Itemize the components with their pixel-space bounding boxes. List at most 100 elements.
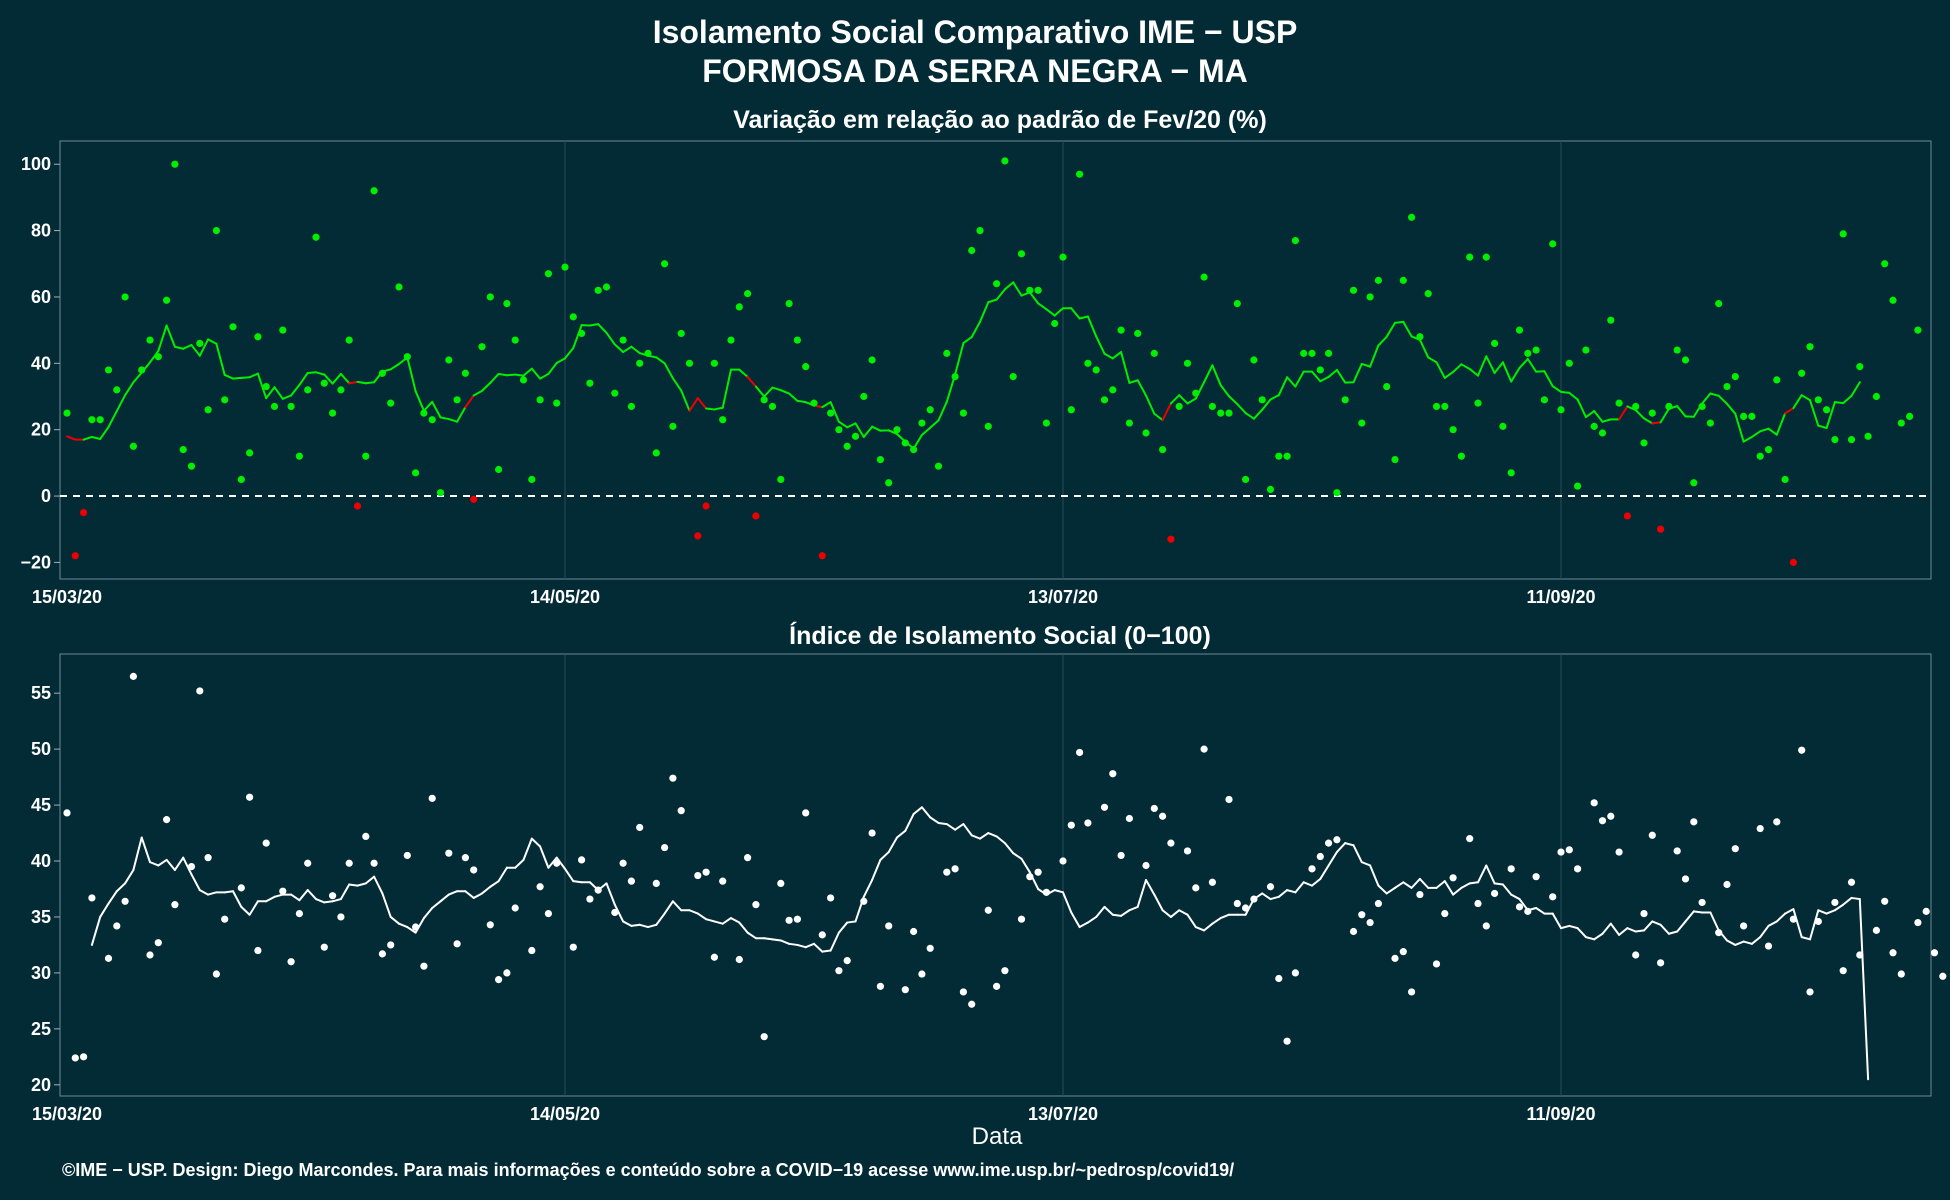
moving-average-segment [1618,405,1629,421]
moving-average-segment [107,410,118,429]
y-tick-label: 20 [31,1075,51,1095]
daily-point [843,957,851,965]
daily-point [1159,445,1167,454]
daily-point [495,465,503,474]
daily-point [1748,412,1756,421]
moving-average-segment [207,891,218,896]
daily-point [1839,230,1847,238]
daily-point [1615,399,1623,407]
moving-average-segment [821,949,832,953]
moving-average-segment [248,372,259,379]
moving-average-segment [862,879,874,898]
moving-average-segment [1012,281,1023,297]
daily-point [1789,558,1797,567]
daily-point [503,969,511,977]
daily-point [959,988,968,996]
moving-average-segment [1759,924,1770,939]
moving-average-segment [182,856,193,876]
daily-point [154,353,162,361]
daily-point [561,263,569,271]
moving-average-segment [356,882,367,887]
moving-average-segment [779,939,791,945]
daily-point [329,409,337,417]
moving-average-segment [1792,908,1803,939]
daily-point [329,892,337,900]
daily-point [710,359,719,367]
y-tick-label: 35 [31,907,51,927]
daily-point [644,349,652,357]
daily-point [1640,439,1648,447]
y-tick-label: 45 [31,795,51,815]
moving-average-segment [90,915,102,946]
daily-point [1515,326,1524,334]
moving-average-segment [1817,424,1828,430]
moving-average-segment [190,873,201,892]
daily-point [1881,260,1889,268]
daily-point [1930,949,1939,957]
daily-point [1690,818,1698,826]
daily-point [1100,803,1109,811]
moving-average-segment [281,394,293,400]
moving-average-segment [1742,435,1753,443]
y-tick-label: 80 [31,221,51,241]
moving-average-segment [348,380,359,385]
daily-point [1242,475,1250,484]
daily-point [179,445,187,454]
x-tick-label: 11/09/20 [1526,587,1595,607]
daily-point [1233,899,1241,908]
daily-point [1150,804,1158,813]
moving-average-segment [1485,355,1496,374]
daily-point [187,863,196,871]
daily-point [968,1000,976,1008]
moving-average-segment [464,890,475,899]
daily-point [1648,409,1656,417]
moving-average-segment [173,345,185,350]
x-tick-label: 15/03/20 [32,1104,102,1124]
moving-average-segment [406,926,417,934]
moving-average-segment [1136,379,1147,397]
moving-average-segment [871,858,882,882]
daily-point [320,379,328,387]
moving-average-segment [1120,351,1131,384]
daily-point [395,283,403,291]
moving-average-segment [1219,913,1230,920]
moving-average-segment [1551,912,1562,930]
moving-average-segment [1477,355,1488,377]
daily-point [1084,819,1092,827]
y-tick-label: 50 [31,739,51,759]
moving-average-segment [929,419,940,429]
moving-average-segment [356,380,367,385]
moving-average-segment [1228,395,1239,406]
moving-average-segment [331,898,342,903]
moving-average-segment [1078,921,1089,929]
daily-point [702,502,710,510]
moving-average-segment [846,422,857,429]
daily-point [1034,286,1042,294]
moving-average-segment [970,320,981,339]
moving-average-segment [1460,363,1471,370]
moving-average-segment [1833,401,1845,405]
daily-point [104,366,113,374]
daily-point [1698,402,1706,411]
moving-average-segment [1369,344,1380,368]
moving-average-segment [306,371,317,374]
daily-point [810,399,818,407]
daily-point [943,868,951,876]
moving-average-segment [954,342,965,376]
daily-point [1466,835,1474,843]
daily-point [1698,898,1706,907]
moving-average-segment [207,338,218,345]
moving-average-segment [406,356,417,393]
daily-point [636,359,644,367]
daily-point [163,296,171,304]
daily-point [1474,899,1482,908]
daily-point [951,372,959,381]
moving-average-segment [1070,307,1081,320]
moving-average-segment [132,371,143,384]
daily-point [1017,915,1026,923]
daily-point [835,967,843,975]
daily-point [1291,969,1299,977]
moving-average-segment [680,389,691,412]
moving-average-segment [887,429,898,435]
moving-average-segment [290,383,301,397]
